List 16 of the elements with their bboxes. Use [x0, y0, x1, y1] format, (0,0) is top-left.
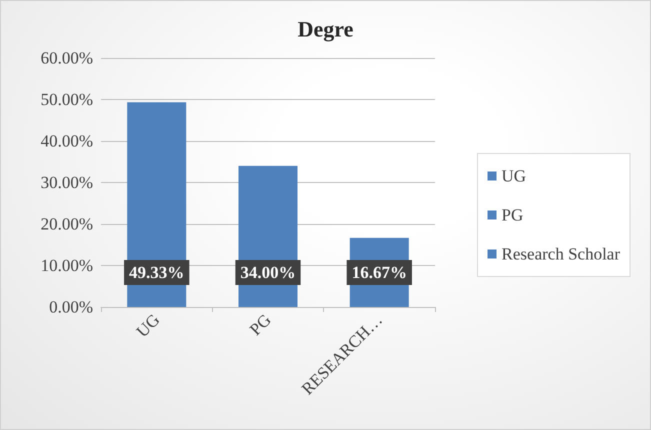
y-tick-label: 60.00% — [40, 48, 93, 68]
x-tick-label: UG — [132, 310, 164, 342]
y-tick-label: 20.00% — [40, 214, 93, 234]
legend-label: PG — [502, 206, 524, 224]
data-label: 49.33% — [129, 263, 184, 282]
y-tick-label: 0.00% — [49, 298, 93, 316]
y-tick-label: 30.00% — [40, 173, 93, 192]
y-tick-label: 40.00% — [40, 132, 93, 150]
data-label: 34.00% — [240, 263, 296, 282]
y-tick-label: 10.00% — [40, 256, 93, 275]
legend-label: Research Scholar — [502, 244, 620, 264]
data-label: 16.67% — [352, 263, 407, 282]
y-tick-label: 50.00% — [40, 90, 93, 109]
x-tick-label: PG — [246, 310, 275, 340]
chart-title: Degre — [298, 16, 354, 42]
legend-label: UG — [502, 166, 526, 186]
